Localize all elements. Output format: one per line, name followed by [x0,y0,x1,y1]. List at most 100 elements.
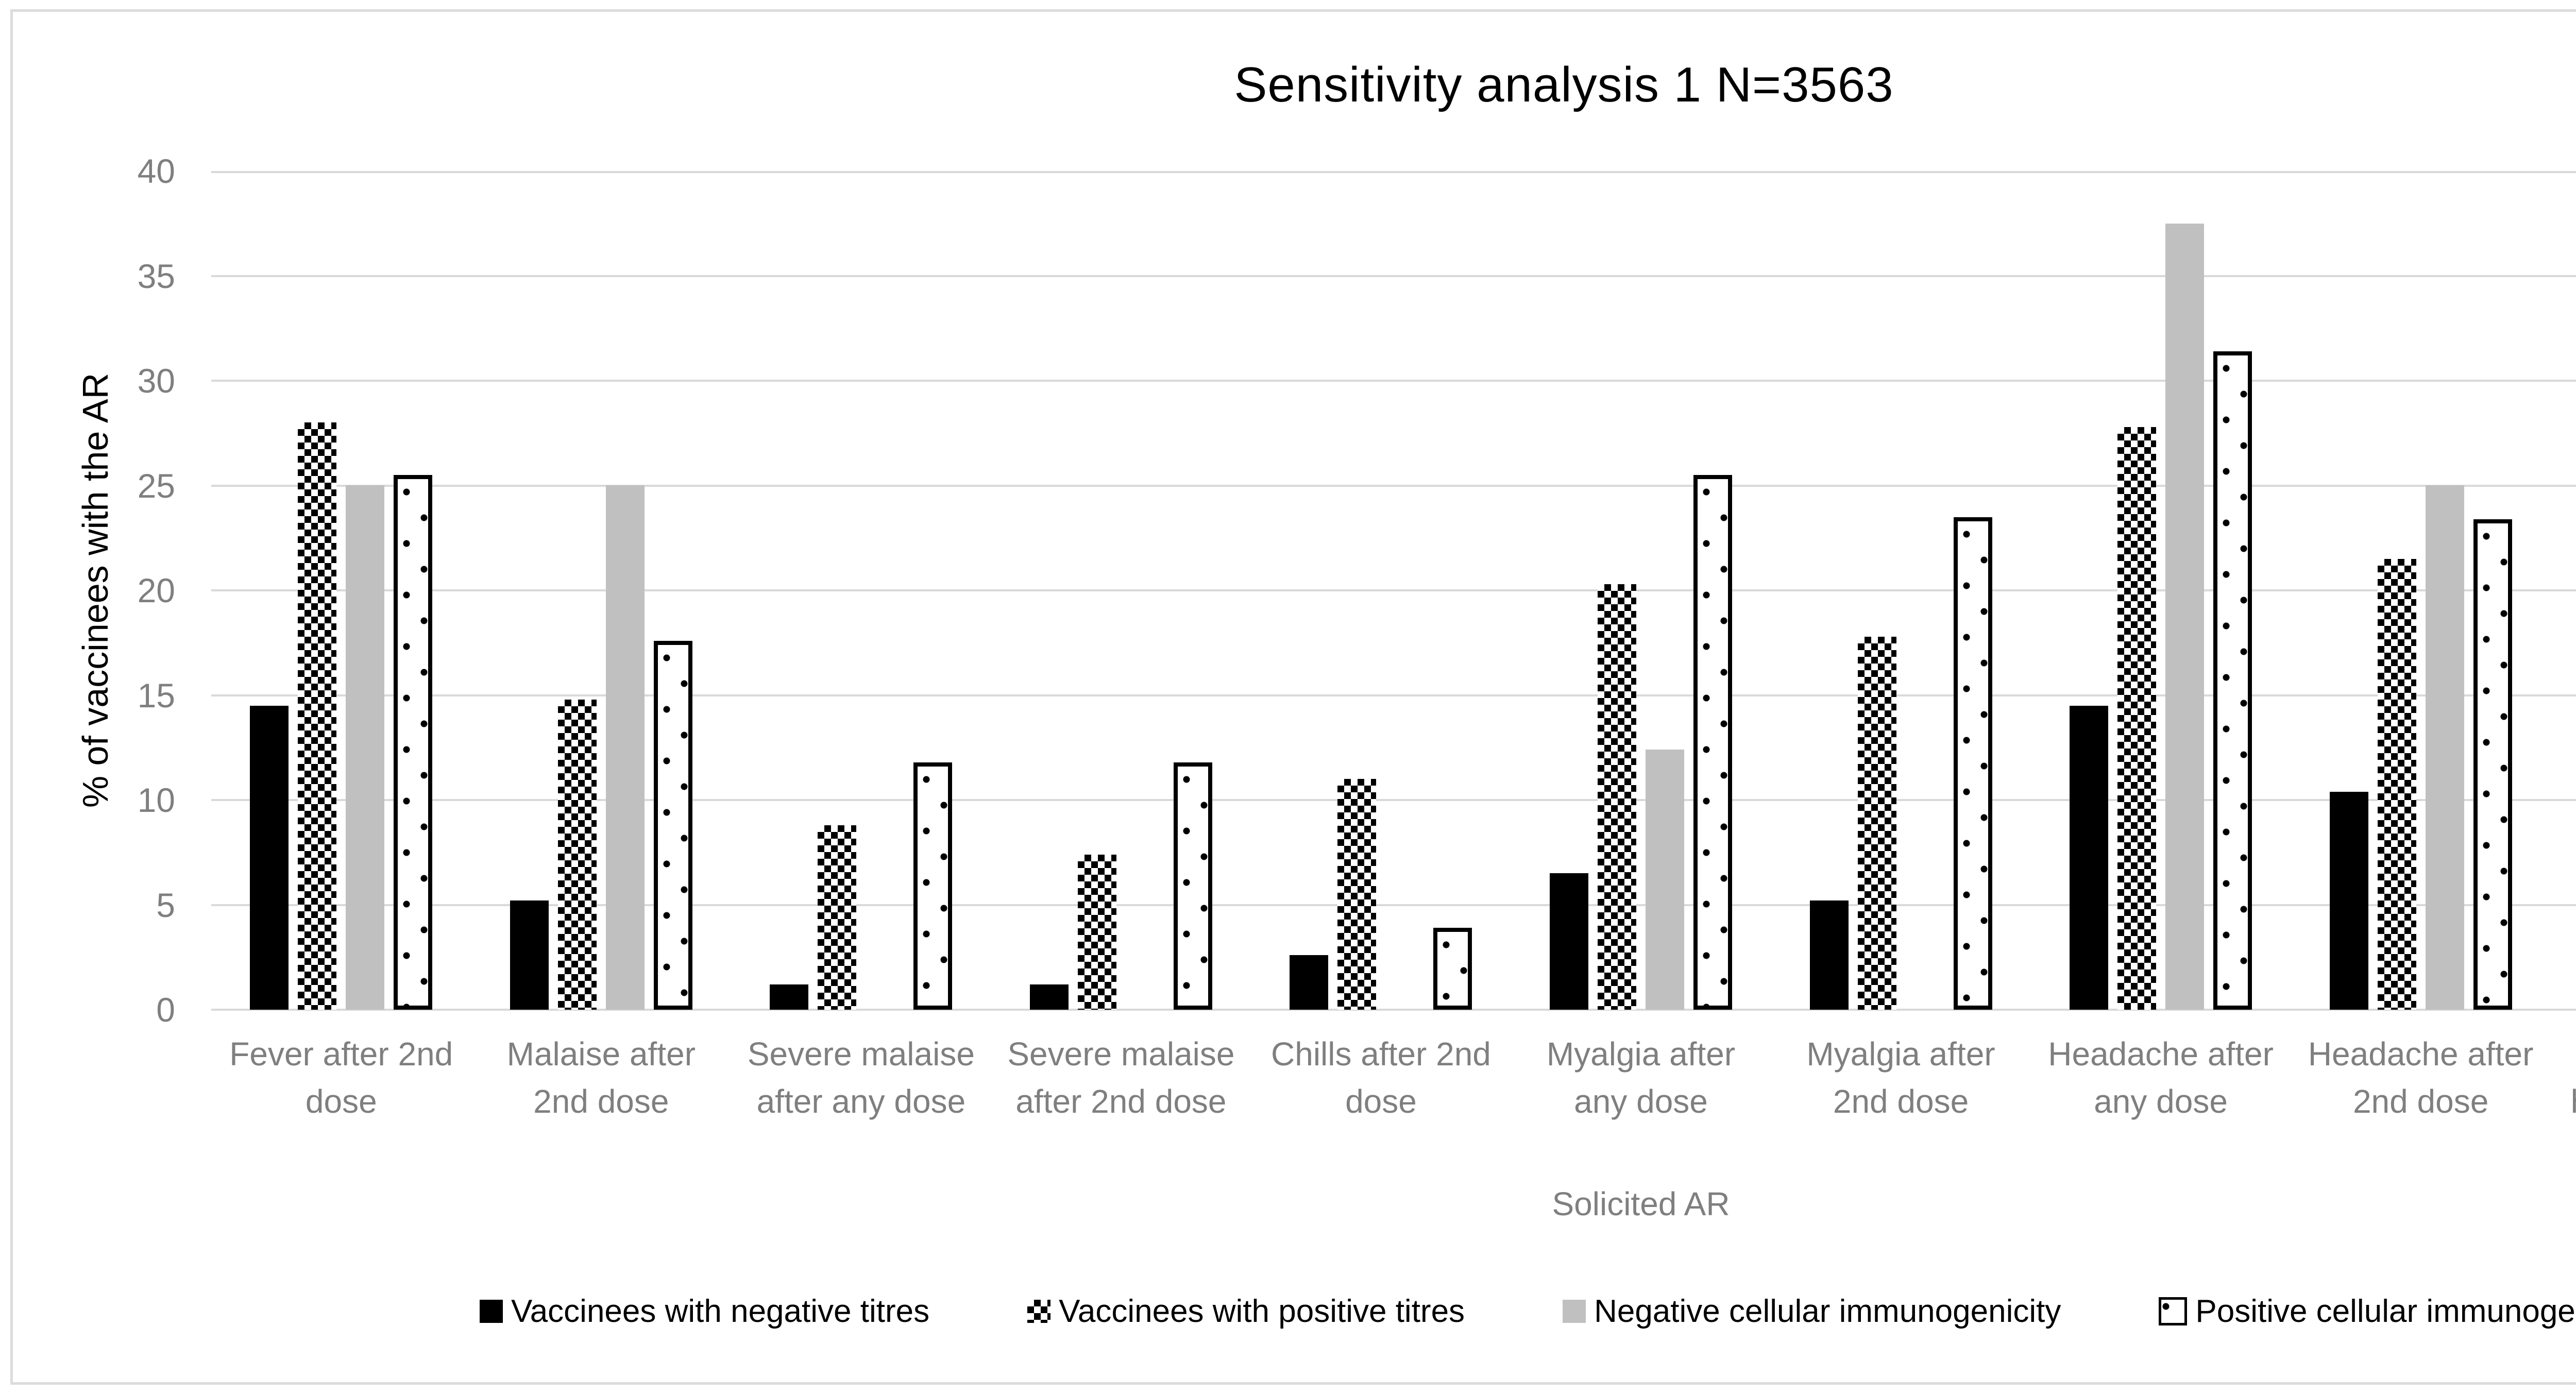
bar [1597,584,1636,1010]
legend-item-4: Positive cellular immunogenicity [2159,1293,2576,1330]
bar-group-10 [2551,171,2576,1010]
bar [1290,955,1329,1010]
bar-group-9 [2291,171,2551,1010]
legend-label: Positive cellular immunogenicity [2195,1294,2576,1329]
x-category-label-5: Chills after 2nd dose [1260,1030,1502,1125]
gridline-y-40 [211,171,2576,173]
chart-title: Sensitivity analysis 1 N=3563 [1234,57,1894,112]
x-category-label-line: Chills after 2nd [1271,1035,1491,1073]
gridline-y-20 [211,589,2576,591]
bar-group-4 [991,171,1251,1010]
legend-label: Vaccinees with negative titres [511,1294,930,1329]
legend: Vaccinees with negative titres Vaccinees … [0,1293,2576,1330]
x-category-label-8: Headache after any dose [2040,1030,2282,1125]
y-tick-label-25: 25 [137,466,175,505]
bar [2377,559,2416,1010]
bar-group-5 [1251,171,1511,1010]
x-category-label-line: Malaise after [506,1035,696,1073]
bar [1857,637,1896,1010]
bar-group-2 [471,171,732,1010]
bar [2473,519,2512,1010]
legend-label: Vaccinees with positive titres [1059,1294,1465,1329]
gridline-y-30 [211,380,2576,382]
y-tick-label-10: 10 [137,781,175,819]
gridline-y-0 [211,1009,2576,1011]
y-tick-label-20: 20 [137,571,175,609]
bar [2425,485,2464,1010]
y-tick-label-30: 30 [137,362,175,400]
bar [2117,427,2157,1010]
x-category-label-9: Headache after 2nd dose [2300,1030,2542,1125]
legend-item-2: Vaccinees with positive titres [1027,1293,1465,1330]
x-category-label-line: Myalgia after [1546,1035,1736,1073]
x-category-label-3: Severe malaise after any dose [740,1030,982,1125]
y-tick-label-0: 0 [156,991,175,1029]
bar [2213,351,2252,1010]
y-tick-label-5: 5 [156,886,175,924]
legend-item-1: Vaccinees with negative titres [479,1293,930,1330]
bar [557,700,597,1010]
gridline-y-5 [211,904,2576,906]
x-category-label-line: 2nd dose [2352,1083,2489,1120]
y-tick-label-40: 40 [137,152,175,190]
x-category-label-line: 2nd dose [533,1083,669,1120]
x-category-label-line: any dose [2560,1125,2576,1172]
x-category-label-line: Headache after [2308,1035,2534,1073]
legend-swatch-icon [2159,1297,2188,1325]
plot-area [211,171,2576,1011]
x-category-label-line: 2nd dose [1833,1083,1969,1120]
bar [605,485,645,1010]
bar [1337,779,1377,1010]
x-category-label-2: Malaise after 2nd dose [480,1030,722,1125]
bar [250,706,289,1010]
legend-swatch-icon [1563,1300,1586,1323]
bar [913,762,953,1010]
bar [1953,517,1992,1010]
legend-swatch-icon [479,1300,503,1323]
bar [1029,984,1069,1010]
legend-swatch-icon [1027,1300,1051,1323]
x-category-label-4: Severe malaise after 2nd dose [1000,1030,1242,1125]
x-category-label-7: Myalgia after 2nd dose [1780,1030,2022,1125]
bar [2329,792,2368,1010]
bar [394,475,433,1010]
bar [1809,900,1849,1010]
x-category-label-line: Severe malaise [747,1035,975,1073]
x-category-label-line: Severe malaise [1007,1035,1235,1073]
bar-group-3 [731,171,991,1010]
bar [2165,224,2205,1010]
bar [770,984,809,1010]
x-axis-title: Solicited AR [1552,1185,1730,1222]
x-category-label-6: Myalgia after any dose [1520,1030,1762,1125]
bar [510,900,549,1010]
x-category-label-line: Headache after [2048,1035,2274,1073]
x-category-label-1: Fever after 2nd dose [220,1030,462,1125]
bar [1549,873,1588,1010]
x-category-label-line: Myalgia after [1806,1035,1995,1073]
x-category-label-line: headache after [2560,1078,2576,1125]
bar [2070,706,2109,1010]
bar [1645,750,1684,1010]
bar [1433,928,1472,1010]
bar-group-8 [2031,171,2291,1010]
x-category-label-line: any dose [2094,1083,2228,1120]
bar [1693,475,1732,1010]
x-category-label-line: Fever after 2nd [229,1035,453,1073]
bar [298,422,337,1010]
x-category-label-line: dose [305,1083,377,1120]
bar [653,641,692,1010]
bar [1173,762,1212,1010]
gridline-y-25 [211,484,2576,487]
x-category-label-line: any dose [1574,1083,1708,1120]
x-category-label-line: dose [1345,1083,1417,1120]
bar [818,825,857,1010]
bar-group-6 [1511,171,1771,1010]
gridline-y-35 [211,275,2576,277]
bar-group-1 [211,171,471,1010]
y-tick-label-15: 15 [137,676,175,715]
x-category-label-line: Severe [2560,1030,2576,1078]
gridline-y-10 [211,799,2576,801]
bar [346,485,385,1010]
